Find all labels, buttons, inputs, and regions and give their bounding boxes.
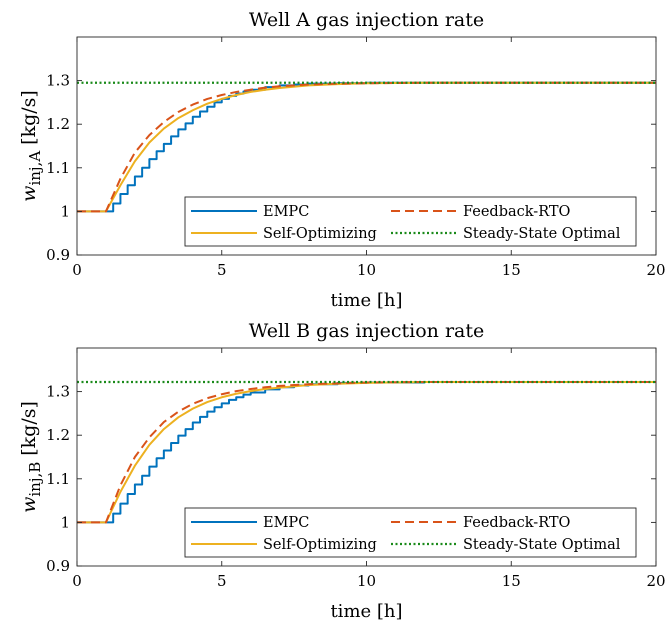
series-group (77, 81, 656, 213)
x-tick-label: 20 (646, 572, 665, 590)
chart-title: Well A gas injection rate (249, 9, 484, 31)
x-axis-label: time [h] (330, 601, 402, 622)
y-axis-label: winj,A [kg/s] (18, 90, 44, 202)
legend-label: Steady-State Optimal (463, 537, 621, 553)
y-tick-label: 1.2 (46, 426, 70, 444)
legend-box (184, 507, 637, 558)
x-tick-label: 20 (646, 261, 665, 279)
x-tick-label: 5 (217, 572, 227, 590)
chart-title: Well B gas injection rate (249, 320, 485, 342)
panel-well-a: Well A gas injection rate 0 5 10 15 20 0.9 1 1.1… (18, 9, 666, 311)
x-tick-label: 0 (72, 572, 82, 590)
y-label-symbol: w (18, 497, 40, 513)
panel-well-b: Well B gas injection rate 0 5 10 15 20 0.9 1 1.1… (18, 320, 666, 622)
y-tick-label: 1.2 (46, 115, 70, 133)
y-label-subscript: inj,A (26, 151, 44, 186)
y-label-symbol: w (18, 186, 40, 202)
x-tick-label: 0 (72, 261, 82, 279)
y-tick-label: 0.9 (46, 557, 70, 575)
x-tick-label: 15 (502, 261, 521, 279)
legend-label: Feedback-RTO (463, 204, 571, 220)
y-axis-label: winj,B [kg/s] (18, 401, 44, 513)
legend: EMPC Feedback-RTO Self-Optimizing Steady-St… (184, 507, 637, 558)
y-tick-label: 0.9 (46, 246, 70, 264)
legend-box (184, 196, 637, 247)
legend-label: Self-Optimizing (263, 537, 377, 553)
x-tick-label: 15 (502, 572, 521, 590)
x-tick-label: 5 (217, 261, 227, 279)
y-label-unit: [kg/s] (18, 90, 40, 145)
legend: EMPC Feedback-RTO Self-Optimizing Steady-St… (184, 196, 637, 247)
legend-label: EMPC (263, 515, 309, 531)
x-tick-label: 10 (357, 261, 376, 279)
y-label-unit: [kg/s] (18, 401, 40, 456)
x-axis-label: time [h] (330, 290, 402, 311)
y-label-subscript: inj,B (26, 462, 44, 497)
y-tick-label: 1.3 (46, 383, 70, 401)
series-group (77, 380, 656, 524)
legend-label: Feedback-RTO (463, 515, 571, 531)
y-tick-label: 1.1 (46, 159, 70, 177)
legend-label: EMPC (263, 204, 309, 220)
y-tick-label: 1 (60, 202, 70, 220)
x-tick-label: 10 (357, 572, 376, 590)
y-tick-label: 1.1 (46, 470, 70, 488)
legend-label: Steady-State Optimal (463, 226, 621, 242)
legend-label: Self-Optimizing (263, 226, 377, 242)
y-tick-label: 1.3 (46, 72, 70, 90)
y-tick-label: 1 (60, 513, 70, 531)
